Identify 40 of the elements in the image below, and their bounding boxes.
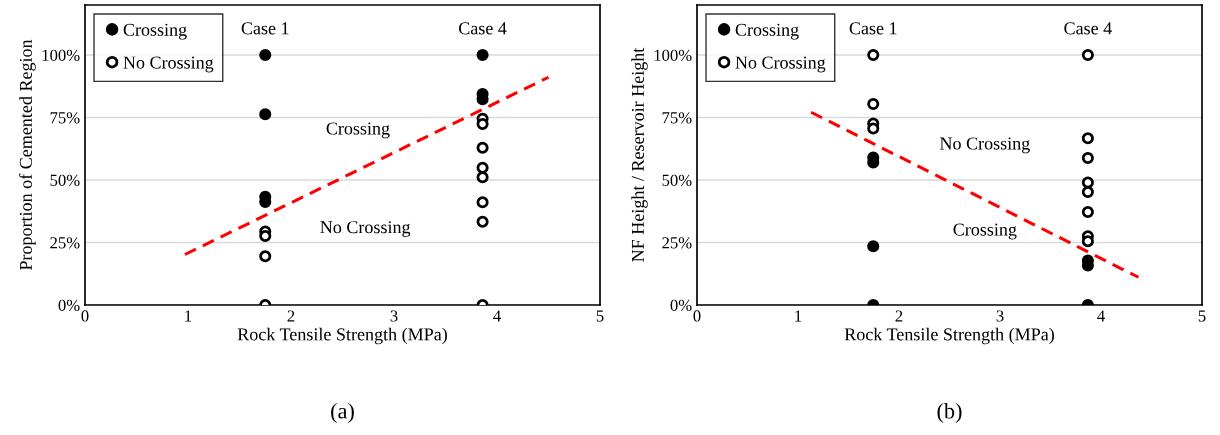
- y-tick-label: 75%: [50, 112, 80, 124]
- x-tick-label: 5: [1198, 310, 1206, 322]
- x-tick-label: 4: [1097, 310, 1105, 322]
- x-axis-title: Rock Tensile Strength (MPa): [237, 327, 447, 345]
- annotation: No Crossing: [939, 137, 1030, 154]
- x-tick-label: 3: [996, 310, 1004, 322]
- text: (a): [331, 402, 354, 424]
- x-tick-label: 0: [81, 310, 89, 322]
- annotation: Case 4: [1064, 22, 1112, 35]
- annotation: No Crossing: [320, 221, 411, 237]
- x-tick-label: 1: [795, 310, 802, 322]
- annotation: Case 4: [459, 22, 507, 35]
- y-tick-label: 0%: [670, 299, 692, 311]
- x-tick-label: 5: [596, 310, 604, 322]
- annotation: Crossing: [326, 122, 390, 139]
- y-axis-title: Proportion of Cemented Region: [19, 39, 36, 271]
- x-tick-label: 2: [895, 310, 903, 322]
- legend-label: No Crossing: [123, 56, 214, 73]
- annotation: Crossing: [953, 223, 1017, 240]
- x-tick-label: 4: [493, 310, 501, 322]
- legend-label: No Crossing: [735, 56, 826, 73]
- x-tick-label: 3: [390, 310, 398, 322]
- text: (b): [937, 402, 962, 424]
- y-tick-label: 0%: [58, 299, 80, 311]
- x-axis-title: Rock Tensile Strength (MPa): [844, 327, 1054, 345]
- x-tick-label: 0: [693, 310, 701, 322]
- y-tick-label: 75%: [662, 112, 692, 124]
- annotation: Case 1: [241, 22, 289, 35]
- annotation: Case 1: [849, 22, 897, 35]
- x-tick-label: 2: [287, 310, 295, 322]
- y-tick-label: 100%: [42, 49, 80, 61]
- legend-label: Crossing: [123, 23, 187, 40]
- legend-label: Crossing: [735, 23, 799, 40]
- y-tick-label: 50%: [662, 174, 692, 186]
- y-tick-label: 25%: [50, 237, 80, 249]
- y-tick-label: 100%: [654, 49, 692, 61]
- y-tick-label: 50%: [50, 174, 80, 186]
- y-tick-label: 25%: [662, 237, 692, 249]
- x-tick-label: 1: [185, 310, 192, 322]
- y-axis-title: NF Height / Reservoir Height: [631, 47, 648, 262]
